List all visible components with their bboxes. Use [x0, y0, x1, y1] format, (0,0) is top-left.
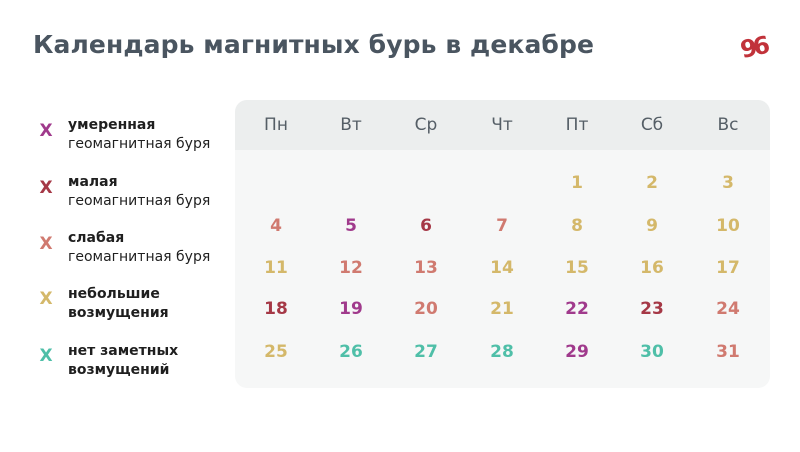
legend-label-line2: возмущений	[68, 362, 170, 378]
calendar-day: 25	[264, 342, 288, 362]
calendar-day: 2	[646, 173, 658, 193]
legend-x-marker: X	[39, 289, 53, 309]
calendar-day: 18	[264, 299, 288, 319]
weekday-label: Сб	[640, 115, 664, 135]
legend-label-line2: возмущения	[68, 305, 169, 321]
calendar-header: Пн Вт Ср Чт Пт Сб Вс	[235, 100, 770, 150]
legend-x-marker: X	[39, 121, 53, 141]
calendar-day: 30	[640, 342, 664, 362]
calendar-day: 15	[565, 258, 589, 278]
calendar-day: 12	[339, 258, 363, 278]
calendar-day: 16	[640, 258, 664, 278]
calendar-day: 20	[414, 299, 438, 319]
calendar-day: 4	[270, 216, 282, 236]
calendar-day: 27	[414, 342, 438, 362]
legend-label-line2: геомагнитная буря	[68, 193, 211, 209]
weekday-label: Пн	[264, 115, 288, 135]
calendar-day: 9	[646, 216, 658, 236]
calendar-day: 22	[565, 299, 589, 319]
calendar-day: 14	[490, 258, 514, 278]
legend-label-line1: нет заметных	[68, 343, 179, 359]
weekday-label: Вс	[717, 115, 739, 135]
calendar-day: 7	[496, 216, 508, 236]
calendar: Пн Вт Ср Чт Пт Сб Вс 1 2 3 4 5 6 7 8 9 10 11 12 13 14 15 16 17…	[235, 100, 770, 388]
legend-x-marker: X	[39, 346, 53, 366]
weekday-label: Ср	[414, 115, 438, 135]
svg-text:96: 96	[740, 31, 772, 59]
calendar-day: 17	[716, 258, 740, 278]
calendar-day: 29	[565, 342, 589, 362]
calendar-day: 11	[264, 258, 288, 278]
weekday-label: Вт	[340, 115, 362, 135]
calendar-day: 28	[490, 342, 514, 362]
legend-label-line1: малая	[68, 174, 118, 190]
logo-96-icon: 96	[740, 31, 772, 59]
calendar-day: 13	[414, 258, 438, 278]
legend-label-line2: геомагнитная буря	[68, 249, 211, 265]
weekday-label: Пт	[565, 115, 589, 135]
calendar-day: 6	[420, 216, 432, 236]
legend-label: небольшие возмущения	[68, 285, 268, 323]
legend-label-line2: геомагнитная буря	[68, 136, 211, 152]
calendar-day: 24	[716, 299, 740, 319]
legend-label: нет заметных возмущений	[68, 342, 268, 380]
calendar-day: 8	[571, 216, 583, 236]
legend-label: малая геомагнитная буря	[68, 173, 268, 211]
calendar-day: 21	[490, 299, 514, 319]
legend-x-marker: X	[39, 178, 53, 198]
legend-label: слабая геомагнитная буря	[68, 229, 268, 267]
calendar-day: 23	[640, 299, 664, 319]
calendar-day: 3	[722, 173, 734, 193]
weekday-label: Чт	[491, 115, 513, 135]
calendar-day: 19	[339, 299, 363, 319]
calendar-day: 1	[571, 173, 583, 193]
calendar-day: 5	[345, 216, 357, 236]
calendar-day: 31	[716, 342, 740, 362]
legend-label-line1: умеренная	[68, 117, 156, 133]
page-title: Календарь магнитных бурь в декабре	[33, 30, 595, 59]
calendar-day: 26	[339, 342, 363, 362]
calendar-day: 10	[716, 216, 740, 236]
legend-label: умеренная геомагнитная буря	[68, 116, 268, 154]
legend-label-line1: небольшие	[68, 286, 160, 302]
legend-label-line1: слабая	[68, 230, 125, 246]
legend-x-marker: X	[39, 234, 53, 254]
